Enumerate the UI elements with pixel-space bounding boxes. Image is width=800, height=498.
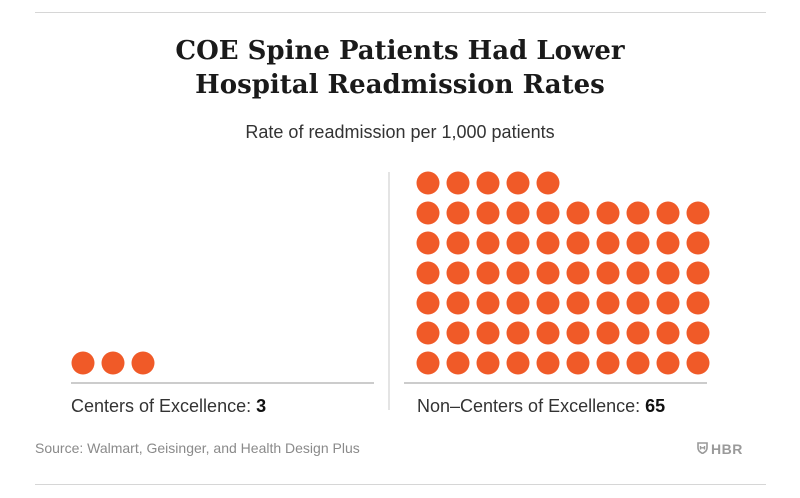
data-dot-non-coe: [536, 261, 560, 285]
data-dot-non-coe: [566, 291, 590, 315]
category-name-non-coe: Non–Centers of Excellence:: [417, 396, 641, 416]
chart-subtitle: Rate of readmission per 1,000 patients: [245, 122, 555, 142]
data-dot-non-coe: [626, 231, 650, 255]
data-dot-non-coe: [506, 231, 530, 255]
data-dot-non-coe: [416, 261, 440, 285]
data-dot-non-coe: [686, 351, 710, 375]
shield-icon: [697, 441, 708, 457]
data-dot-non-coe: [506, 171, 530, 195]
chart-title: COE Spine Patients Had Lower Hospital Re…: [0, 34, 800, 102]
top-rule: [35, 12, 766, 13]
data-dot-non-coe: [446, 291, 470, 315]
data-dot-non-coe: [446, 201, 470, 225]
data-dot-non-coe: [596, 321, 620, 345]
data-dot-non-coe: [596, 231, 620, 255]
data-dot-non-coe: [416, 231, 440, 255]
data-dot-non-coe: [686, 201, 710, 225]
data-dot-non-coe: [446, 171, 470, 195]
data-dot-non-coe: [626, 321, 650, 345]
data-dot-non-coe: [536, 321, 560, 345]
data-dot-non-coe: [446, 351, 470, 375]
data-dot-coe: [71, 351, 95, 375]
data-dot-non-coe: [416, 201, 440, 225]
data-dot-non-coe: [536, 231, 560, 255]
data-dot-non-coe: [686, 231, 710, 255]
data-dot-non-coe: [656, 201, 680, 225]
data-dot-non-coe: [656, 291, 680, 315]
data-dot-non-coe: [596, 261, 620, 285]
data-dot-non-coe: [446, 321, 470, 345]
data-dot-non-coe: [626, 291, 650, 315]
data-dot-non-coe: [686, 261, 710, 285]
category-label-non-coe: Non–Centers of Excellence: 65: [417, 396, 665, 417]
category-value-non-coe: 65: [645, 396, 666, 416]
data-dot-non-coe: [446, 261, 470, 285]
data-dot-non-coe: [476, 291, 500, 315]
data-dot-non-coe: [416, 291, 440, 315]
data-dot-non-coe: [596, 201, 620, 225]
data-dot-non-coe: [626, 201, 650, 225]
data-dot-non-coe: [686, 321, 710, 345]
data-dot-non-coe: [566, 201, 590, 225]
data-dot-non-coe: [596, 291, 620, 315]
data-dot-non-coe: [536, 171, 560, 195]
data-dot-non-coe: [416, 321, 440, 345]
hbr-logo: HBR: [697, 441, 743, 457]
data-dot-non-coe: [626, 351, 650, 375]
brand-text: HBR: [711, 441, 743, 457]
data-dot-non-coe: [536, 351, 560, 375]
data-dot-non-coe: [506, 351, 530, 375]
data-dot-non-coe: [476, 321, 500, 345]
data-dot-non-coe: [506, 261, 530, 285]
chart-title-line-2: Hospital Readmission Rates: [195, 70, 605, 100]
data-dot-non-coe: [476, 171, 500, 195]
data-dot-non-coe: [536, 291, 560, 315]
category-value-coe: 3: [256, 396, 267, 416]
data-dot-non-coe: [506, 201, 530, 225]
data-dot-non-coe: [656, 351, 680, 375]
bottom-rule: [35, 484, 766, 485]
data-dot-non-coe: [686, 291, 710, 315]
category-label-coe: Centers of Excellence: 3: [71, 396, 266, 417]
data-dot-non-coe: [416, 351, 440, 375]
data-dot-non-coe: [506, 321, 530, 345]
data-dot-non-coe: [536, 201, 560, 225]
data-dot-non-coe: [656, 231, 680, 255]
source-note: Source: Walmart, Geisinger, and Health D…: [35, 440, 360, 456]
data-dot-non-coe: [656, 261, 680, 285]
data-dot-non-coe: [566, 231, 590, 255]
data-dot-non-coe: [506, 291, 530, 315]
data-dot-non-coe: [626, 261, 650, 285]
data-dot-non-coe: [476, 201, 500, 225]
data-dot-non-coe: [476, 231, 500, 255]
data-dot-non-coe: [476, 261, 500, 285]
data-dot-non-coe: [476, 351, 500, 375]
data-dot-non-coe: [596, 351, 620, 375]
data-dot-coe: [131, 351, 155, 375]
data-dot-non-coe: [566, 261, 590, 285]
data-dot-non-coe: [566, 351, 590, 375]
data-dot-non-coe: [416, 171, 440, 195]
data-dot-coe: [101, 351, 125, 375]
chart-title-line-1: COE Spine Patients Had Lower: [175, 36, 625, 66]
data-dot-non-coe: [446, 231, 470, 255]
category-name-coe: Centers of Excellence:: [71, 396, 252, 416]
data-dot-non-coe: [656, 321, 680, 345]
data-dot-non-coe: [566, 321, 590, 345]
